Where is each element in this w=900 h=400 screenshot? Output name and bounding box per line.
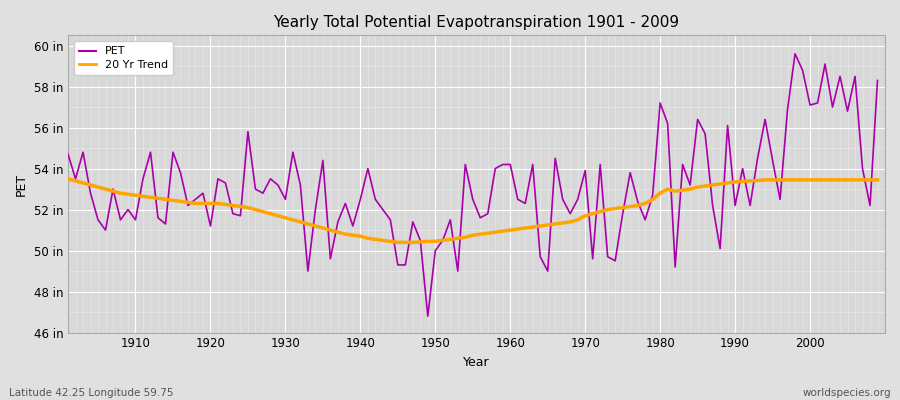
X-axis label: Year: Year <box>464 356 490 369</box>
Legend: PET, 20 Yr Trend: PET, 20 Yr Trend <box>74 41 174 75</box>
Y-axis label: PET: PET <box>15 172 28 196</box>
Title: Yearly Total Potential Evapotranspiration 1901 - 2009: Yearly Total Potential Evapotranspiratio… <box>274 15 680 30</box>
Text: Latitude 42.25 Longitude 59.75: Latitude 42.25 Longitude 59.75 <box>9 388 174 398</box>
Text: worldspecies.org: worldspecies.org <box>803 388 891 398</box>
